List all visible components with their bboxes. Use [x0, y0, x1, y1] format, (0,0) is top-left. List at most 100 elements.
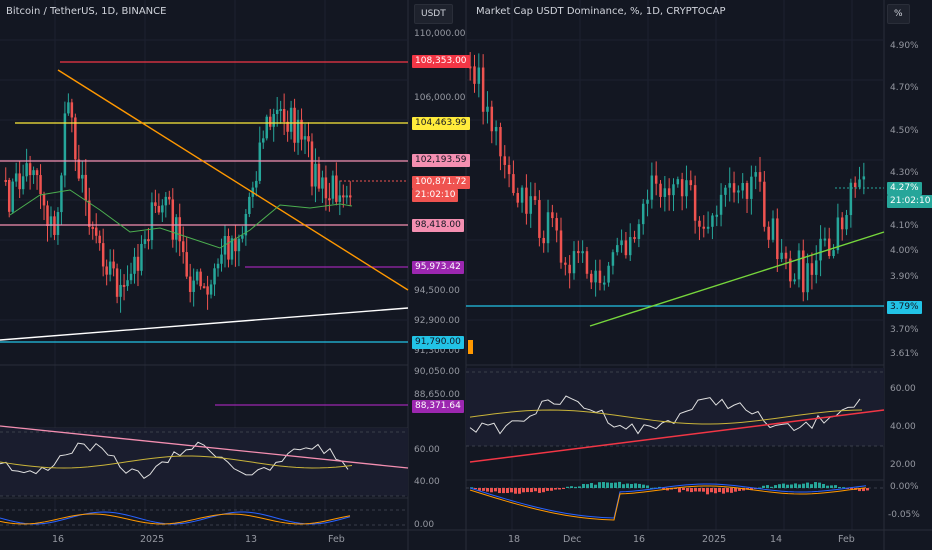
right-candle-body	[732, 183, 736, 193]
left-candle-body	[310, 141, 314, 187]
macd-bar	[822, 483, 825, 488]
right-candle-body	[693, 185, 697, 221]
left-candle-body	[25, 163, 28, 177]
right-time-label: 18	[508, 534, 521, 545]
left-candle-body	[143, 239, 147, 244]
macd-bar	[562, 488, 565, 489]
macd-bar	[590, 483, 593, 488]
right-candle-body	[840, 217, 844, 230]
right-candle-body	[481, 67, 485, 112]
macd-bar	[738, 488, 741, 491]
right-unit-button[interactable]: %	[887, 4, 910, 24]
right-candle-body	[767, 226, 770, 240]
macd-bar	[478, 488, 481, 491]
macd-bar	[750, 488, 753, 491]
left-candle-body	[188, 276, 192, 292]
orange-trend-line	[57, 69, 409, 291]
macd-bar	[594, 484, 597, 488]
left-candle-body	[279, 108, 282, 111]
macd-bar	[490, 488, 493, 493]
right-candle-body	[836, 217, 840, 251]
left-candle-body	[275, 109, 279, 115]
macd-bar	[506, 488, 509, 493]
macd-bar	[626, 483, 629, 488]
macd-bar	[474, 488, 477, 489]
left-candle-body	[213, 268, 216, 285]
left-candle-body	[164, 196, 168, 206]
right-candle-body	[724, 187, 727, 195]
right-candle-body	[616, 245, 619, 253]
left-candle-body	[321, 177, 324, 189]
left-candle-body	[220, 254, 223, 264]
right-candle-body	[477, 67, 481, 84]
right-candle-body	[827, 238, 831, 257]
macd-bar	[714, 488, 717, 494]
left-candle-body	[60, 175, 63, 213]
right-candle-body	[507, 164, 511, 175]
macd-bar	[802, 483, 805, 488]
macd-bar	[586, 484, 589, 488]
pink-top-level-tag: 102,193.59	[412, 154, 470, 167]
left-candle-body	[296, 119, 300, 143]
right-candle-body	[853, 182, 857, 188]
macd-bar	[774, 485, 777, 488]
right-candle-body	[533, 196, 537, 201]
left-candle-body	[289, 107, 293, 132]
left-currency-button[interactable]: USDT	[414, 4, 453, 24]
moving-average-line	[9, 189, 353, 249]
macd-signal-line	[469, 485, 867, 521]
left-candle-body	[181, 241, 185, 253]
right-candle-body	[680, 179, 684, 197]
left-candle-body	[56, 212, 60, 235]
right-candle-body	[520, 187, 524, 203]
left-candle-body	[209, 284, 213, 295]
right-candle-body	[858, 179, 861, 188]
macd-bar	[678, 488, 681, 493]
left-candle-body	[88, 200, 91, 227]
macd-bar	[498, 488, 501, 494]
left-candle-body	[140, 243, 143, 271]
macd-bar	[650, 487, 653, 489]
macd-bar	[862, 488, 865, 492]
right-macd-label: 0.00%	[890, 482, 919, 492]
left-candle-body	[171, 199, 175, 240]
left-candle-body	[157, 205, 161, 213]
left-candle-body	[94, 227, 98, 236]
right-candle-body	[654, 175, 658, 184]
right-osc-label: 60.00	[890, 384, 916, 394]
right-price-label: 3.61%	[890, 349, 919, 359]
macd-bar	[718, 488, 721, 493]
right-candle-body	[667, 188, 671, 196]
macd-bar	[574, 486, 577, 488]
left-candle-body	[300, 119, 303, 140]
macd-line	[469, 483, 867, 519]
macd-bar	[526, 488, 529, 493]
macd-bar	[834, 485, 837, 488]
left-candle-body	[345, 195, 349, 198]
white-trend-line	[0, 307, 409, 341]
macd-bar	[770, 486, 773, 488]
macd-bar	[830, 485, 833, 488]
macd-bar	[482, 488, 485, 491]
left-candle-body	[234, 238, 237, 252]
right-candle-body	[780, 252, 783, 260]
left-price-label: 106,000.00	[414, 93, 466, 103]
left-candle-body	[91, 226, 94, 229]
right-candle-body	[468, 66, 472, 69]
macd-bar	[782, 483, 785, 488]
right-candle-body	[637, 224, 641, 239]
left-candle-body	[216, 263, 220, 269]
right-candle-body	[823, 238, 827, 241]
left-candle-body	[136, 256, 140, 271]
left-candle-body	[133, 256, 136, 274]
right-candle-body	[594, 270, 597, 283]
macd-bar	[470, 487, 473, 489]
left-candle-body	[314, 163, 317, 187]
right-candle-body	[815, 260, 818, 275]
left-candle-body	[150, 202, 154, 241]
left-time-label: 2025	[140, 534, 165, 545]
macd-bar	[502, 488, 505, 494]
left-candle-body	[4, 180, 7, 183]
left-candle-body	[105, 266, 108, 275]
